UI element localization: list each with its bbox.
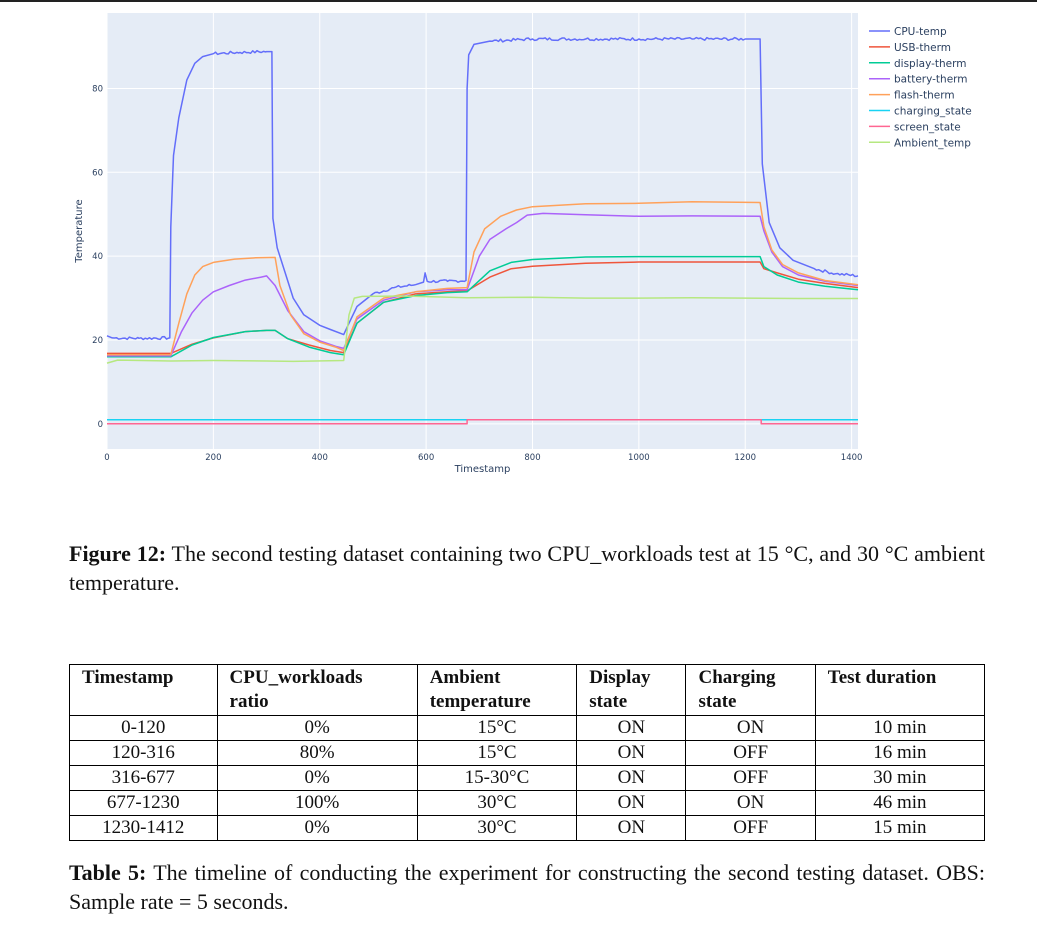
cell-charging: ON xyxy=(685,790,816,816)
y-tick-label: 60 xyxy=(92,168,103,178)
cell-timestamp: 316-677 xyxy=(69,765,218,791)
cell-ambient: 15°C xyxy=(416,740,578,766)
x-tick-label: 400 xyxy=(312,453,328,463)
header-cpu-workloads: CPU_workloads ratio xyxy=(216,664,418,716)
x-tick-label: 800 xyxy=(524,453,540,463)
legend-entry: charging_state xyxy=(894,106,972,118)
plot-area xyxy=(107,13,858,449)
cell-display: ON xyxy=(576,715,687,741)
x-tick-label: 1200 xyxy=(734,453,756,463)
x-tick-label: 200 xyxy=(205,453,221,463)
temperature-line-chart: 0 200 400 600 800 1000 1200 1400 0 20 40 60 80 Timest… xyxy=(74,13,972,475)
cell-ambient: 15-30°C xyxy=(416,765,578,791)
legend-entry: battery-therm xyxy=(894,74,968,86)
header-charging-state: Charging state xyxy=(685,664,816,716)
cell-ambient: 15°C xyxy=(416,715,578,741)
table-caption: Table 5: The timeline of conducting the … xyxy=(69,858,985,916)
cell-cpu-ratio: 0% xyxy=(216,815,418,841)
series-line-display-therm xyxy=(107,255,859,358)
series-line-screen-state xyxy=(107,418,858,425)
table-label: Table 5: xyxy=(69,860,147,885)
table-row: 677-1230 100% 30°C ON ON 46 min xyxy=(69,790,986,816)
cell-ambient: 30°C xyxy=(416,790,578,816)
cell-cpu-ratio: 100% xyxy=(216,790,418,816)
y-tick-label: 80 xyxy=(92,84,103,94)
y-tick-label: 20 xyxy=(92,336,103,346)
cell-cpu-ratio: 0% xyxy=(216,765,418,791)
header-test-duration: Test duration xyxy=(814,664,986,716)
cell-duration: 10 min xyxy=(814,715,986,741)
y-tick-label: 0 xyxy=(98,420,103,430)
x-tick-label: 600 xyxy=(418,453,434,463)
legend-entry: Ambient_temp xyxy=(894,137,971,149)
table-caption-text: The timeline of conducting the experimen… xyxy=(69,860,986,914)
legend-entry: display-therm xyxy=(894,58,966,70)
cell-timestamp: 0-120 xyxy=(69,715,218,741)
timeline-table: Timestamp CPU_workloads ratio Ambient temp… xyxy=(69,664,986,841)
series-line-flash-therm xyxy=(107,200,859,356)
cell-cpu-ratio: 80% xyxy=(216,740,418,766)
cell-charging: OFF xyxy=(685,765,816,791)
x-axis-title: Timestamp xyxy=(454,464,511,475)
series-line-cpu-temp xyxy=(106,36,859,341)
figure-caption-text: The second testing dataset containing tw… xyxy=(69,541,985,595)
x-tick-label: 0 xyxy=(104,453,109,463)
figure-caption: Figure 12: The second testing dataset co… xyxy=(69,539,985,597)
header-timestamp: Timestamp xyxy=(69,664,218,716)
cell-timestamp: 677-1230 xyxy=(69,790,218,816)
cell-duration: 16 min xyxy=(814,740,986,766)
top-rule xyxy=(0,0,1037,2)
cell-display: ON xyxy=(576,740,687,766)
y-axis-title: Temperature xyxy=(74,199,85,263)
table-row: 1230-1412 0% 30°C ON OFF 15 min xyxy=(69,815,986,841)
table-row: 316-677 0% 15-30°C ON OFF 30 min xyxy=(69,765,986,791)
table-header-row: Timestamp CPU_workloads ratio Ambient temp… xyxy=(69,664,986,716)
cell-duration: 30 min xyxy=(814,765,986,791)
series-line-ambient-temp xyxy=(106,295,858,364)
legend-entry: screen_state xyxy=(894,121,961,133)
cell-ambient: 30°C xyxy=(416,815,578,841)
cell-timestamp: 1230-1412 xyxy=(69,815,218,841)
legend-entry: CPU-temp xyxy=(894,26,947,38)
cell-display: ON xyxy=(576,815,687,841)
table-row: 120-316 80% 15°C ON OFF 16 min xyxy=(69,740,986,766)
y-tick-label: 40 xyxy=(92,252,103,262)
header-ambient-temperature: Ambient temperature xyxy=(416,664,578,716)
figure-label: Figure 12: xyxy=(69,541,167,566)
cell-cpu-ratio: 0% xyxy=(216,715,418,741)
x-tick-label: 1400 xyxy=(841,453,863,463)
cell-charging: OFF xyxy=(685,815,816,841)
cell-timestamp: 120-316 xyxy=(69,740,218,766)
cell-display: ON xyxy=(576,765,687,791)
cell-display: ON xyxy=(576,790,687,816)
legend-entry: flash-therm xyxy=(894,90,955,102)
cell-charging: ON xyxy=(685,715,816,741)
table-row: 0-120 0% 15°C ON ON 10 min xyxy=(69,715,986,741)
header-display-state: Display state xyxy=(576,664,687,716)
x-tick-label: 1000 xyxy=(628,453,650,463)
cell-duration: 15 min xyxy=(814,815,986,841)
legend-entry: USB-therm xyxy=(894,42,951,54)
cell-duration: 46 min xyxy=(814,790,986,816)
cell-charging: OFF xyxy=(685,740,816,766)
